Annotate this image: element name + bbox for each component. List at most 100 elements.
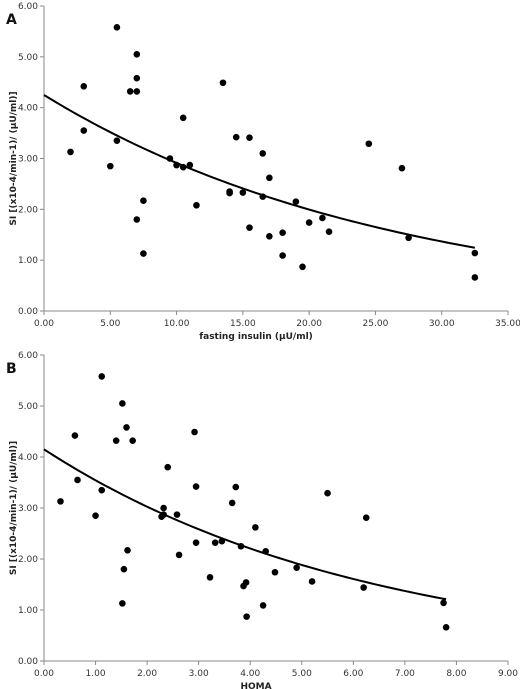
data-point bbox=[192, 539, 200, 546]
y-tick-label: 5.00 bbox=[18, 402, 38, 412]
x-tick-label: 5.00 bbox=[292, 669, 312, 679]
data-point bbox=[239, 189, 247, 196]
data-point bbox=[173, 511, 181, 518]
trend-line bbox=[43, 94, 476, 249]
data-point bbox=[124, 547, 131, 554]
data-point bbox=[237, 542, 245, 550]
y-tick-label: 6.00 bbox=[18, 2, 38, 12]
y-axis-label: SI [(x10-4/min-1)/ (µU/ml)] bbox=[9, 91, 19, 225]
data-point bbox=[173, 161, 180, 169]
data-point bbox=[319, 214, 326, 222]
data-point bbox=[228, 499, 236, 507]
data-point bbox=[74, 476, 81, 484]
data-point bbox=[120, 565, 128, 573]
data-point bbox=[98, 373, 106, 380]
x-tick-label: 0.00 bbox=[34, 669, 54, 679]
x-tick-label: 1.00 bbox=[86, 669, 106, 679]
data-point bbox=[279, 252, 286, 259]
data-point bbox=[219, 79, 227, 87]
y-tick-label: 0.00 bbox=[18, 657, 38, 667]
x-tick-label: 7.00 bbox=[395, 669, 415, 679]
data-point bbox=[471, 249, 479, 257]
data-point bbox=[362, 514, 370, 521]
data-point bbox=[126, 88, 134, 95]
x-tick-label: 35.00 bbox=[495, 319, 520, 329]
y-axis-label: SI [(x10-4/min-1)/ (µU/ml)] bbox=[9, 441, 19, 575]
data-point bbox=[80, 127, 88, 134]
data-point bbox=[218, 537, 226, 545]
y-tick-label: 1.00 bbox=[18, 606, 38, 616]
data-point bbox=[299, 263, 306, 271]
data-point bbox=[123, 424, 130, 431]
x-tick-label: 30.00 bbox=[429, 319, 455, 329]
chart-panel-b: B 0.00 1.00 2.00 3.00 4.00 5.00 6.00 0.00 1.00 2.0… bbox=[6, 351, 518, 689]
data-point bbox=[325, 228, 333, 235]
y-tick-label: 3.00 bbox=[18, 504, 38, 514]
data-point bbox=[226, 189, 233, 197]
data-point bbox=[324, 489, 331, 497]
data-point bbox=[166, 155, 174, 162]
data-point bbox=[232, 133, 240, 141]
data-point bbox=[246, 224, 253, 231]
data-point bbox=[471, 274, 479, 281]
data-point bbox=[140, 250, 147, 257]
data-point bbox=[133, 50, 141, 58]
data-point bbox=[232, 483, 240, 491]
y-tick-label: 3.00 bbox=[18, 155, 38, 165]
data-point bbox=[262, 548, 269, 555]
x-tick-label: 10.00 bbox=[164, 319, 190, 329]
data-point bbox=[405, 234, 412, 242]
data-point bbox=[119, 600, 126, 607]
data-point bbox=[360, 584, 367, 591]
data-point bbox=[211, 539, 219, 546]
data-point bbox=[271, 568, 279, 576]
data-point bbox=[246, 134, 253, 141]
x-tick-label: 9.00 bbox=[498, 669, 518, 679]
y-tick-label: 4.00 bbox=[18, 104, 38, 114]
x-tick-label: 4.00 bbox=[240, 669, 260, 679]
y-tick-label: 5.00 bbox=[18, 53, 38, 63]
data-point bbox=[266, 174, 273, 182]
data-point bbox=[179, 114, 187, 122]
y-tick-label: 2.00 bbox=[18, 555, 38, 565]
data-point bbox=[119, 400, 126, 407]
data-point bbox=[106, 162, 114, 170]
chart-panel-a: A 0.00 1.00 2.00 3.00 4.00 5.00 6.00 0.00 5.00 10.… bbox=[6, 2, 520, 342]
data-point bbox=[57, 498, 64, 505]
panel-label: B bbox=[6, 361, 17, 377]
x-tick-label: 3.00 bbox=[189, 669, 209, 679]
data-point bbox=[164, 463, 172, 471]
x-tick-label: 0.00 bbox=[34, 319, 54, 329]
x-tick-label: 2.00 bbox=[137, 669, 157, 679]
data-point bbox=[308, 578, 316, 585]
data-point bbox=[192, 483, 200, 490]
x-tick-label: 6.00 bbox=[343, 669, 363, 679]
x-tick-label: 15.00 bbox=[230, 319, 256, 329]
data-point bbox=[140, 197, 147, 204]
data-point bbox=[175, 551, 183, 559]
data-point bbox=[259, 150, 267, 157]
data-point bbox=[133, 88, 141, 95]
data-point bbox=[305, 219, 313, 226]
data-point bbox=[92, 512, 99, 519]
data-point bbox=[365, 140, 373, 148]
y-tick-label: 2.00 bbox=[18, 205, 38, 215]
data-point bbox=[252, 524, 259, 531]
y-tick-label: 1.00 bbox=[18, 256, 38, 266]
data-point bbox=[160, 504, 167, 512]
x-axis-label: fasting insulin (µU/ml) bbox=[199, 332, 313, 342]
x-tick-label: 20.00 bbox=[296, 319, 322, 329]
data-point bbox=[186, 161, 194, 169]
data-point bbox=[266, 232, 273, 240]
data-point bbox=[67, 148, 74, 156]
x-tick-label: 8.00 bbox=[446, 669, 466, 679]
data-point bbox=[292, 198, 300, 206]
data-point bbox=[259, 193, 267, 200]
y-tick-label: 0.00 bbox=[18, 307, 38, 317]
y-tick-label: 4.00 bbox=[18, 453, 38, 463]
x-axis-label: HOMA bbox=[240, 682, 271, 689]
data-point bbox=[242, 579, 250, 586]
data-point bbox=[112, 437, 120, 444]
data-point bbox=[206, 574, 214, 581]
data-point bbox=[133, 74, 141, 82]
